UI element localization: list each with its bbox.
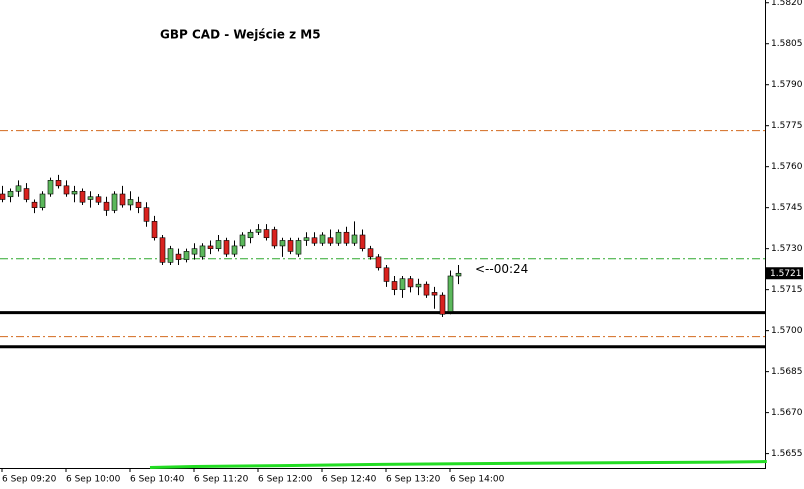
annotation: <--00:24 xyxy=(475,262,528,276)
y-tick-label: 1.5790 xyxy=(771,80,803,90)
candle-body xyxy=(47,180,54,195)
last-price-label: 1.5721 xyxy=(770,269,802,279)
candle-body xyxy=(151,221,158,239)
candle-body xyxy=(423,283,430,296)
x-tick-label: 6 Sep 11:20 xyxy=(194,475,249,485)
candle-body xyxy=(311,237,318,244)
x-tick-label: 6 Sep 10:40 xyxy=(130,475,185,485)
candle-body xyxy=(103,201,110,211)
x-tick-label: 6 Sep 12:40 xyxy=(322,475,377,485)
candle-body xyxy=(143,207,150,222)
candle-body xyxy=(327,237,334,244)
candle-body xyxy=(247,231,254,239)
candle-body xyxy=(23,188,30,200)
candle-body xyxy=(223,240,230,255)
candle-body xyxy=(15,185,22,192)
chart-title: GBP CAD - Wejście z M5 xyxy=(160,28,321,42)
indicator-line xyxy=(149,460,767,470)
candle-body xyxy=(207,245,214,249)
candle-body xyxy=(79,190,86,203)
candle-body xyxy=(335,231,342,244)
y-tick-label: 1.5730 xyxy=(771,244,803,254)
candle-body xyxy=(287,240,294,252)
candle-body xyxy=(159,237,166,263)
candle-body xyxy=(39,193,46,208)
y-tick-label: 1.5655 xyxy=(771,449,803,459)
y-tick-label: 1.5760 xyxy=(771,162,803,172)
x-tick-label: 6 Sep 12:00 xyxy=(258,475,313,485)
y-tick-label: 1.5700 xyxy=(771,326,803,336)
candle-body xyxy=(87,196,94,200)
candle-body xyxy=(31,201,38,208)
candle-body xyxy=(415,283,422,288)
candle-body xyxy=(119,193,126,206)
candle-body xyxy=(383,267,390,282)
candle-body xyxy=(295,240,302,255)
candle-body xyxy=(439,294,446,315)
y-tick-label: 1.5685 xyxy=(771,367,803,377)
candle-body xyxy=(455,272,462,277)
candle-body xyxy=(447,275,454,312)
candle-body xyxy=(359,234,366,249)
x-tick-label: 6 Sep 13:20 xyxy=(386,475,441,485)
candle-body xyxy=(231,245,238,255)
candle-body xyxy=(271,229,278,247)
y-tick-label: 1.5820 xyxy=(771,0,803,8)
candle-body xyxy=(0,193,6,200)
candle-body xyxy=(407,278,414,288)
candle-body xyxy=(95,196,102,203)
candle-body xyxy=(399,278,406,290)
candle-body xyxy=(215,240,222,249)
y-tick-label: 1.5775 xyxy=(771,121,803,131)
candle-body xyxy=(175,253,182,260)
candle-body xyxy=(135,201,142,208)
candle-body xyxy=(279,240,286,247)
candle-body xyxy=(111,193,118,211)
candle-body xyxy=(303,237,310,241)
candle-body xyxy=(343,231,350,244)
candle-body xyxy=(255,229,262,233)
candle-body xyxy=(199,245,206,258)
candle-body xyxy=(367,248,374,258)
y-tick-label: 1.5805 xyxy=(771,39,803,49)
x-tick-label: 6 Sep 14:00 xyxy=(450,475,505,485)
x-tick-label: 6 Sep 09:20 xyxy=(2,475,57,485)
candle-body xyxy=(375,256,382,269)
candle-body xyxy=(263,229,270,239)
y-tick-label: 1.5670 xyxy=(771,408,803,418)
candle-body xyxy=(391,281,398,290)
candle-body xyxy=(183,251,190,260)
candle-body xyxy=(431,292,438,296)
candle-body xyxy=(55,180,62,187)
candle-body xyxy=(63,185,70,195)
candle-body xyxy=(71,190,78,195)
candle-body xyxy=(191,248,198,255)
y-tick-label: 1.5745 xyxy=(771,203,803,213)
x-tick-label: 6 Sep 10:00 xyxy=(66,475,121,485)
candle-body xyxy=(167,248,174,263)
y-tick-label: 1.5715 xyxy=(771,285,803,295)
candle-body xyxy=(351,234,358,244)
candle-body xyxy=(239,234,246,247)
candle-body xyxy=(319,234,326,244)
candle-body xyxy=(127,199,134,206)
candle-body xyxy=(7,190,14,198)
last-price-box xyxy=(766,267,803,280)
